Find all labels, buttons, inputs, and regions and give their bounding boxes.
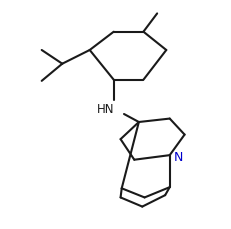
Text: N: N bbox=[173, 150, 182, 163]
Text: HN: HN bbox=[97, 102, 114, 115]
